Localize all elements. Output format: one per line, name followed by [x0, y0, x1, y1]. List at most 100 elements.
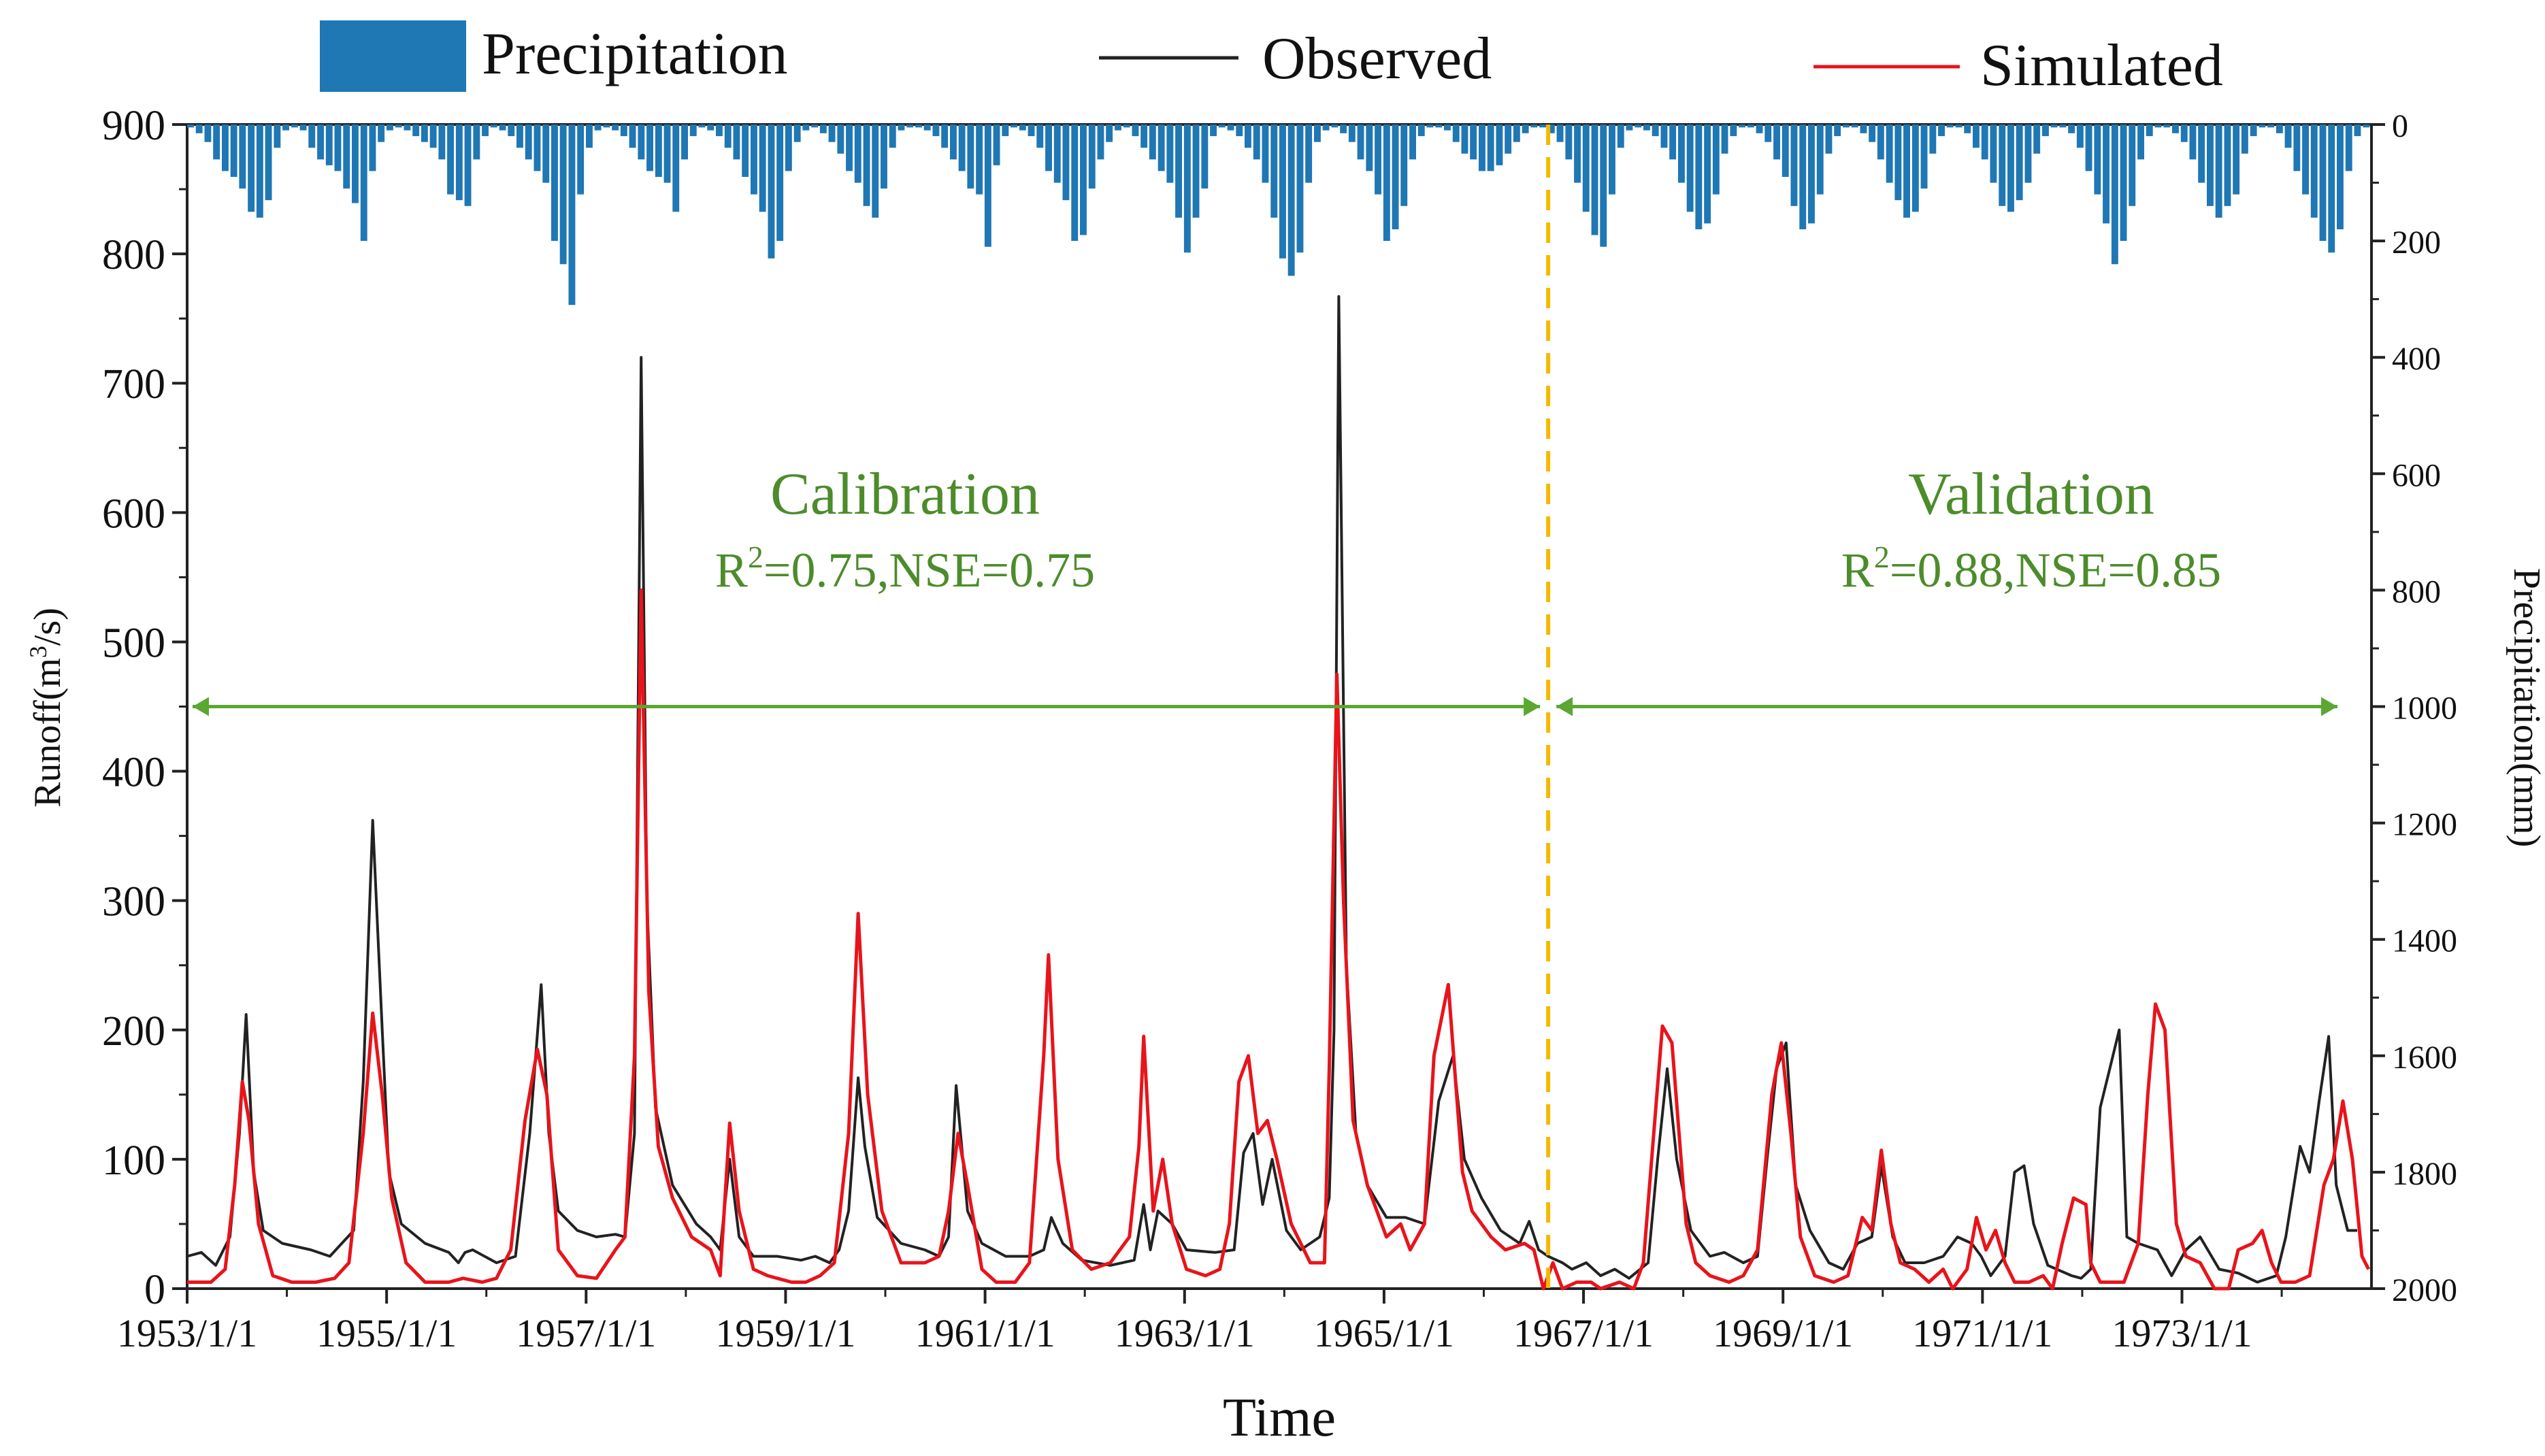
x-axis-title: Time — [1223, 1388, 1336, 1448]
precip-bar — [1287, 125, 1295, 276]
precip-bar — [1539, 125, 1546, 128]
precip-bar — [334, 125, 342, 171]
validation-arrow-head-left — [1556, 697, 1573, 716]
precip-bar — [698, 125, 706, 128]
y-left-tick-label: 100 — [102, 1138, 165, 1184]
precip-bar — [2085, 125, 2092, 171]
precip-bar — [846, 125, 853, 171]
precip-bar — [2180, 125, 2188, 142]
precip-bar — [2042, 125, 2049, 137]
precip-bar — [1730, 125, 1737, 137]
precip-bar — [1591, 125, 1598, 235]
precip-bar — [958, 125, 966, 171]
precip-bar — [1782, 125, 1789, 177]
y-left-tick-label: 800 — [102, 232, 165, 278]
precip-bar — [881, 125, 887, 189]
legend-simulated-label: Simulated — [1980, 33, 2223, 99]
precip-bar — [421, 125, 428, 142]
precip-bar — [499, 125, 506, 131]
precip-bar — [1157, 125, 1165, 171]
precip-bar — [1513, 125, 1520, 142]
precip-bar — [1270, 125, 1278, 218]
precip-bar — [429, 125, 437, 148]
precip-bar — [299, 125, 307, 131]
precip-bar — [1279, 125, 1286, 259]
runoff-lines — [186, 295, 2371, 1291]
precip-bar — [1505, 125, 1512, 154]
precip-bar — [1305, 125, 1313, 183]
precip-bar — [525, 125, 532, 160]
precip-bar — [395, 125, 402, 128]
precip-bar — [819, 125, 827, 133]
precip-bar — [1340, 125, 1347, 133]
x-tick-label: 1965/1/1 — [1314, 1311, 1454, 1355]
precip-bar — [646, 125, 653, 171]
precip-bar — [2215, 125, 2222, 218]
precip-bar — [594, 125, 602, 131]
precip-bar — [551, 125, 558, 242]
precip-bar — [2337, 125, 2344, 229]
precip-bar — [2137, 125, 2144, 160]
precip-bar — [1375, 125, 1381, 195]
precip-bar — [1565, 125, 1573, 160]
precip-bar — [2207, 125, 2214, 206]
precip-bar — [308, 125, 316, 148]
precip-bar — [464, 125, 472, 206]
precip-bar — [1417, 125, 1425, 137]
x-tick-label: 1967/1/1 — [1513, 1311, 1654, 1355]
validation-title: Validation — [1908, 461, 2154, 527]
y-right-tick-label: 2000 — [2392, 1272, 2457, 1308]
y-right-tick-label: 200 — [2392, 225, 2441, 261]
precip-bar — [1053, 125, 1061, 183]
precip-bar — [2233, 125, 2240, 195]
precip-bar — [751, 125, 757, 195]
precip-bar — [1911, 125, 1919, 212]
precip-bar — [2059, 125, 2067, 128]
precip-bar — [1496, 125, 1503, 165]
precip-bar — [854, 125, 861, 183]
precip-bar — [412, 125, 420, 137]
precip-bar — [2259, 125, 2266, 128]
precip-bar — [672, 125, 680, 212]
period-arrows — [193, 697, 2337, 716]
precip-bar — [1843, 125, 1850, 128]
precip-bar — [352, 125, 359, 203]
precip-bar — [369, 125, 376, 171]
precip-bar — [785, 125, 792, 171]
y-left-tick-label: 900 — [102, 103, 165, 149]
precip-bar — [1227, 125, 1234, 131]
precip-bar — [1262, 125, 1269, 183]
precip-bar — [681, 125, 688, 160]
precip-bar — [1011, 125, 1017, 128]
precip-bar — [707, 125, 715, 131]
precip-bar — [1132, 125, 1139, 137]
precip-bar — [638, 125, 645, 160]
precip-bar — [1886, 125, 1893, 183]
precip-bar — [230, 125, 237, 177]
precip-bar — [508, 125, 515, 137]
precip-bar — [1678, 125, 1685, 183]
precip-bar — [325, 125, 333, 165]
y-right-tick-label: 1200 — [2392, 807, 2457, 843]
precip-bar — [1210, 125, 1217, 137]
precip-bar — [1547, 125, 1555, 133]
precip-bar — [1331, 125, 1339, 128]
precip-bar — [1574, 125, 1581, 183]
precip-bar — [2111, 125, 2118, 265]
precip-bar — [265, 125, 272, 201]
precip-bar — [1088, 125, 1096, 189]
precip-bar — [1920, 125, 1928, 189]
precip-bar — [1695, 125, 1703, 229]
precip-bar — [1253, 125, 1260, 160]
precip-bar — [1071, 125, 1079, 242]
precip-bar — [1530, 125, 1538, 128]
precip-bar — [317, 125, 324, 160]
precip-bar — [1322, 125, 1330, 131]
precip-bar — [1296, 125, 1304, 253]
precip-bar — [1183, 125, 1191, 253]
precip-bar — [1175, 125, 1182, 218]
calibration-arrow-head-left — [193, 697, 209, 716]
precip-bar — [1236, 125, 1243, 137]
y-right-tick-label: 600 — [2392, 457, 2441, 493]
